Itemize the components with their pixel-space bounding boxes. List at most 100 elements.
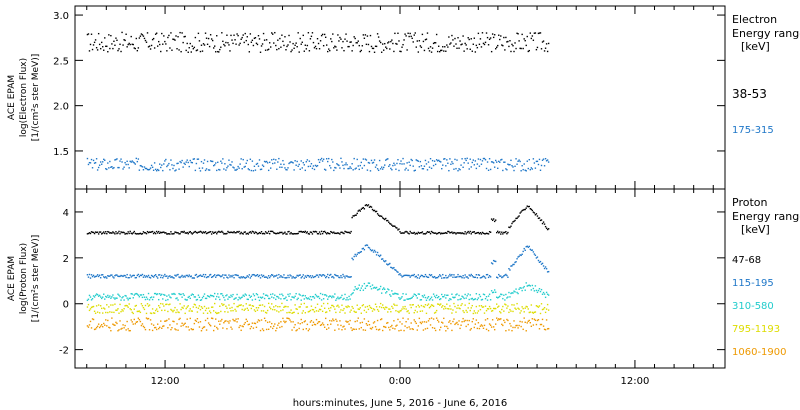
electron-data-point bbox=[377, 169, 380, 172]
proton-data-point bbox=[98, 274, 101, 276]
electron-data-point bbox=[165, 158, 167, 161]
proton-data-point bbox=[376, 251, 379, 254]
electron-data-point bbox=[379, 168, 382, 170]
proton-data-point bbox=[247, 298, 250, 301]
electron-data-point bbox=[409, 32, 411, 35]
proton-data-point bbox=[493, 220, 496, 223]
electron-data-point bbox=[492, 162, 495, 164]
electron-data-point bbox=[345, 33, 347, 35]
proton-data-point bbox=[118, 294, 120, 297]
proton-data-point bbox=[99, 231, 102, 233]
proton-data-point bbox=[364, 287, 367, 290]
proton-data-point bbox=[452, 320, 454, 323]
proton-data-point bbox=[172, 310, 174, 313]
proton-data-point bbox=[318, 320, 321, 323]
electron-data-point bbox=[473, 164, 476, 166]
proton-data-point bbox=[385, 217, 387, 220]
proton-data-point bbox=[118, 230, 120, 233]
proton-data-point bbox=[260, 297, 263, 299]
proton-data-point bbox=[226, 232, 228, 235]
proton-data-point bbox=[127, 306, 129, 308]
proton-data-point bbox=[233, 230, 235, 233]
proton-data-point bbox=[436, 296, 439, 299]
proton-data-point bbox=[243, 309, 245, 311]
electron-data-point bbox=[536, 46, 539, 49]
electron-data-point bbox=[271, 32, 273, 34]
electron-data-point bbox=[105, 45, 107, 47]
electron-data-point bbox=[164, 160, 166, 162]
proton-data-point bbox=[365, 323, 368, 325]
proton-data-point bbox=[108, 326, 110, 329]
proton-data-point bbox=[235, 297, 237, 299]
proton-data-point bbox=[109, 275, 111, 277]
proton-data-point bbox=[392, 293, 394, 295]
electron-data-point bbox=[521, 33, 523, 36]
electron-data-point bbox=[108, 167, 110, 169]
electron-data-point bbox=[433, 160, 436, 162]
proton-data-point bbox=[221, 318, 223, 321]
proton-data-point bbox=[361, 248, 364, 250]
proton-data-point bbox=[325, 328, 328, 331]
proton-data-point bbox=[532, 251, 535, 253]
proton-data-point bbox=[339, 233, 341, 235]
electron-data-point bbox=[414, 32, 416, 34]
proton-data-point bbox=[340, 296, 342, 299]
proton-data-point bbox=[489, 307, 492, 310]
proton-data-point bbox=[344, 277, 346, 279]
proton-data-point bbox=[484, 297, 487, 300]
electron-data-point bbox=[379, 41, 382, 44]
proton-data-point bbox=[546, 293, 549, 295]
proton-data-point bbox=[111, 274, 113, 276]
proton-data-point bbox=[477, 297, 480, 299]
proton-data-point bbox=[309, 321, 312, 323]
electron-data-point bbox=[376, 33, 379, 35]
proton-data-point bbox=[196, 232, 199, 234]
proton-data-point bbox=[120, 310, 122, 313]
proton-data-point bbox=[422, 329, 425, 331]
electron-data-point bbox=[387, 42, 389, 44]
proton-data-point bbox=[141, 233, 144, 235]
electron-data-point bbox=[458, 168, 460, 170]
proton-data-point bbox=[328, 232, 330, 235]
electron-data-point bbox=[480, 163, 483, 165]
electron-data-point bbox=[123, 39, 125, 41]
proton-data-point bbox=[388, 221, 390, 223]
proton-data-point bbox=[152, 276, 155, 278]
proton-data-point bbox=[353, 215, 355, 217]
proton-data-point bbox=[378, 328, 381, 331]
proton-data-point bbox=[258, 231, 261, 234]
proton-data-point bbox=[258, 299, 261, 302]
proton-data-point bbox=[527, 205, 529, 208]
electron-data-point bbox=[468, 168, 470, 170]
proton-data-point bbox=[210, 295, 213, 297]
electron-data-point bbox=[208, 45, 211, 48]
proton-data-point bbox=[473, 298, 476, 301]
proton-data-point bbox=[391, 324, 393, 327]
proton-data-point bbox=[109, 311, 111, 313]
electron-data-point bbox=[440, 161, 442, 163]
proton-data-point bbox=[358, 284, 360, 286]
electron-data-point bbox=[204, 169, 207, 172]
proton-data-point bbox=[408, 274, 410, 277]
proton-data-point bbox=[106, 277, 108, 279]
proton-data-point bbox=[241, 277, 243, 279]
proton-data-point bbox=[184, 322, 186, 325]
proton-data-point bbox=[347, 231, 349, 234]
proton-data-point bbox=[393, 225, 395, 227]
proton-data-point bbox=[123, 308, 125, 310]
proton-data-point bbox=[98, 326, 101, 329]
proton-data-point bbox=[242, 294, 244, 296]
proton-data-point bbox=[546, 303, 549, 306]
proton-data-point bbox=[101, 307, 103, 310]
proton-data-point bbox=[303, 231, 305, 234]
electron-data-point bbox=[461, 158, 463, 160]
electron-data-point bbox=[469, 158, 471, 160]
proton-data-point bbox=[330, 230, 332, 233]
proton-data-point bbox=[185, 232, 187, 234]
proton-data-point bbox=[480, 305, 483, 307]
proton-data-point bbox=[131, 321, 133, 323]
proton-data-point bbox=[92, 295, 95, 297]
proton-data-point bbox=[201, 232, 204, 234]
electron-data-point bbox=[361, 167, 364, 169]
proton-data-point bbox=[121, 309, 123, 311]
